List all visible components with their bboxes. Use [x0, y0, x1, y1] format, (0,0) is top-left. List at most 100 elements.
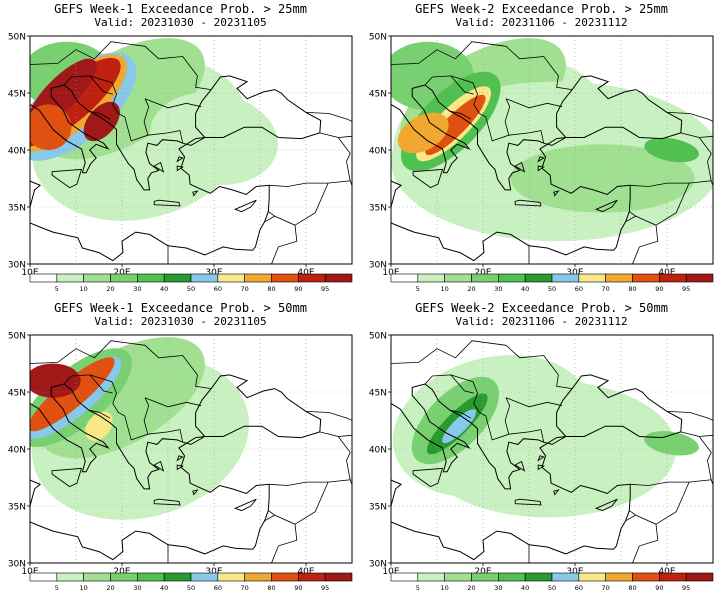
- colorbar-label: 20: [467, 584, 475, 592]
- colorbar-swatch: [417, 273, 445, 283]
- colorbar-label: 10: [80, 285, 88, 293]
- colorbar-swatch: [110, 572, 138, 582]
- colorbar-swatch: [324, 572, 353, 582]
- country-border: [88, 110, 111, 120]
- colorbar-swatch: [163, 273, 192, 283]
- island: [192, 190, 199, 197]
- panel-valid-dates: Valid: 20231030 - 20231105: [94, 16, 267, 29]
- coastline: [30, 479, 42, 507]
- country-border: [449, 110, 472, 120]
- country-border: [63, 374, 113, 394]
- colorbar-label: 50: [548, 285, 556, 293]
- colorbar-swatch: [444, 273, 472, 283]
- island: [51, 168, 83, 189]
- colorbar-label: 60: [214, 584, 222, 592]
- coastline: [539, 137, 631, 251]
- probability-shade: [30, 104, 72, 150]
- island: [153, 161, 165, 173]
- lon-label: 30E: [566, 268, 583, 278]
- lon-label: 40E: [297, 567, 314, 577]
- lat-label: 50N: [369, 33, 387, 43]
- colorbar-swatch: [605, 273, 633, 283]
- probability-shade: [150, 92, 278, 185]
- colorbar-swatch: [110, 273, 138, 283]
- colorbar-swatch: [29, 273, 58, 283]
- colorbar-swatch: [471, 273, 499, 283]
- colorbar-swatch: [498, 572, 526, 582]
- lat-label: 50N: [8, 33, 26, 43]
- island: [537, 464, 545, 471]
- colorbar-swatch: [605, 572, 633, 582]
- country-border: [264, 514, 275, 522]
- coastline: [556, 75, 683, 140]
- colorbar-swatch: [244, 572, 272, 582]
- colorbar-swatch: [659, 273, 687, 283]
- colorbar-label: 50: [187, 584, 195, 592]
- coastline: [195, 374, 322, 439]
- colorbar-label: 40: [521, 584, 529, 592]
- country-border: [424, 374, 474, 394]
- island: [176, 156, 184, 163]
- island: [537, 156, 545, 163]
- colorbar-swatch: [190, 572, 219, 582]
- country-border: [699, 135, 713, 138]
- coastline: [30, 521, 253, 561]
- colorbar: 5 10 20 30 40 50 60 70 80 90 95: [29, 273, 353, 293]
- country-border: [625, 215, 636, 223]
- island: [514, 460, 526, 472]
- coastline: [391, 84, 471, 174]
- colorbar-swatch: [56, 572, 84, 582]
- country-border: [655, 481, 690, 525]
- country-border: [505, 98, 563, 109]
- island: [537, 455, 545, 462]
- coastline: [30, 180, 42, 208]
- lon-label: 20E: [474, 268, 491, 278]
- country-border: [88, 409, 111, 419]
- country-border: [143, 397, 150, 435]
- country-border: [450, 75, 545, 144]
- colorbar-label: 40: [160, 584, 168, 592]
- island: [233, 498, 257, 512]
- country-border: [391, 340, 573, 389]
- colorbar-label: 50: [187, 285, 195, 293]
- probability-shade: [85, 411, 113, 441]
- island: [153, 460, 165, 472]
- panel-valid-dates: Valid: 20231030 - 20231105: [94, 315, 267, 328]
- coastline: [391, 180, 403, 208]
- probability-shade: [397, 112, 449, 154]
- lat-label: 40N: [8, 147, 26, 157]
- colorbar-swatch: [298, 273, 326, 283]
- colorbar-label: 5: [416, 285, 420, 293]
- coastline: [370, 401, 391, 469]
- panel-week1-25mm: GEFS Week-1 Exceedance Prob. > 25mm Vali…: [0, 0, 361, 299]
- country-border: [89, 374, 184, 443]
- panel-title: GEFS Week-1 Exceedance Prob. > 50mm: [54, 301, 307, 315]
- colorbar-label: 95: [682, 584, 690, 592]
- lat-label: 45N: [369, 90, 387, 100]
- island: [412, 168, 444, 189]
- coastline: [424, 383, 544, 490]
- country-border: [625, 514, 636, 522]
- colorbar-swatch: [271, 273, 299, 283]
- colorbar-swatch: [390, 273, 419, 283]
- country-border: [450, 374, 545, 443]
- colorbar-label: 80: [628, 584, 636, 592]
- colorbar-label: 70: [241, 285, 249, 293]
- colorbar-swatch: [324, 273, 353, 283]
- country-border: [338, 135, 352, 138]
- coastline: [178, 436, 270, 550]
- lat-label: 35N: [369, 503, 387, 513]
- colorbar-label: 10: [80, 584, 88, 592]
- colorbar-label: 30: [133, 285, 141, 293]
- island: [594, 199, 618, 213]
- island: [176, 464, 184, 471]
- lon-label: 30E: [566, 567, 583, 577]
- country-border: [144, 397, 202, 408]
- coastline: [30, 383, 110, 473]
- colorbar-swatch: [471, 572, 499, 582]
- country-border: [449, 409, 472, 419]
- colorbar-swatch: [390, 572, 419, 582]
- colorbar-swatch: [632, 572, 660, 582]
- country-border: [294, 182, 329, 226]
